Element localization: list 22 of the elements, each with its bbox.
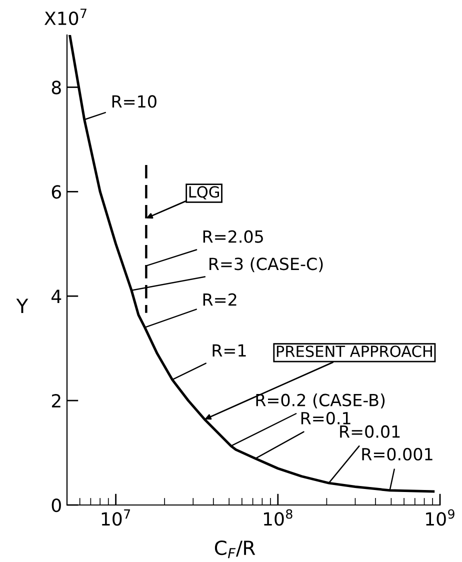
text: LQG	[189, 186, 219, 200]
text: PRESENT APPROACH	[276, 346, 432, 358]
x-tick-label: 10$^{7}$	[102, 509, 130, 526]
annotation: R=2.05	[203, 230, 263, 243]
y-axis-title: Y	[16, 298, 28, 313]
y-tick-label: 0	[52, 498, 61, 512]
x-tick-label: 10$^{9}$	[426, 509, 454, 526]
y-tick-label: 6	[52, 185, 61, 199]
annotation: R=1	[212, 344, 246, 356]
annotation: R=0.001	[362, 448, 432, 460]
annotation: R=0.1	[301, 412, 350, 424]
y-tick-label: 2	[52, 394, 60, 408]
text: X10$^{7}$	[44, 8, 86, 26]
x-tick-label: 10$^{8}$	[264, 509, 292, 526]
y-tick-label: 4	[52, 290, 62, 303]
y-tick-label: 8	[52, 80, 61, 94]
annotation: R=0.01	[340, 425, 400, 438]
annotation: R=10	[112, 95, 156, 108]
x-axis-title: C$_{F}$/R	[214, 540, 256, 558]
annotation: R=0.2 (CASE-B)	[256, 394, 385, 408]
annotation: R=3 (CASE-C)	[210, 257, 323, 272]
annotation: R=2	[203, 293, 236, 306]
